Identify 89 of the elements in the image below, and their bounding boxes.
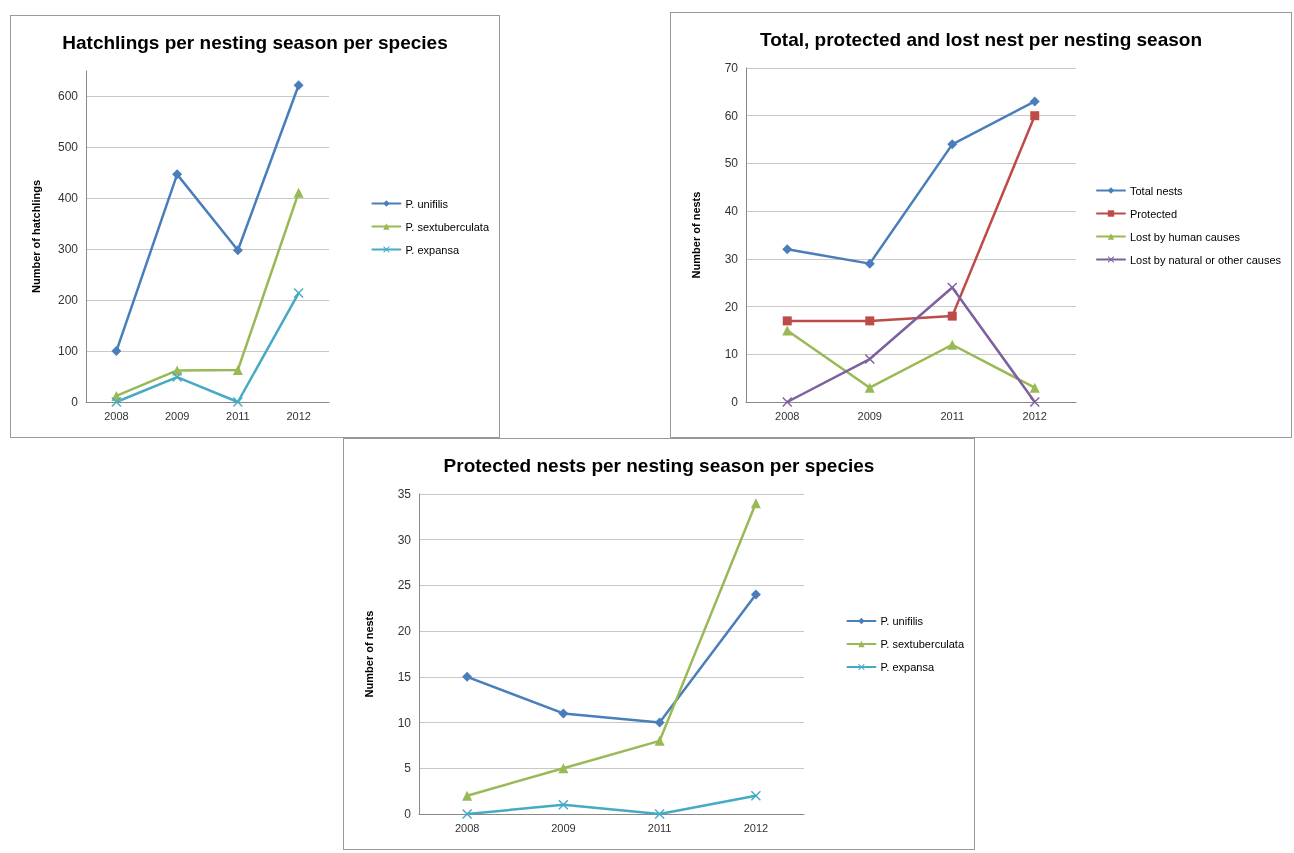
y-tick-label: 50 xyxy=(724,156,739,171)
y-tick-label: 35 xyxy=(397,487,412,501)
point xyxy=(782,244,793,255)
point xyxy=(750,498,761,509)
point xyxy=(232,397,243,407)
x-tick-label: 2009 xyxy=(551,821,576,834)
y-tick-label: 200 xyxy=(57,293,79,308)
point xyxy=(782,397,793,407)
x-tick-label: 2012 xyxy=(286,409,311,422)
point xyxy=(865,316,875,326)
chart-title: Total, protected and lost nest per nesting season xyxy=(759,29,1203,50)
point xyxy=(947,311,957,321)
y-axis-title: Number of nests xyxy=(689,191,702,279)
point xyxy=(864,354,875,365)
legend-label: Lost by human causes xyxy=(1129,230,1241,243)
point xyxy=(750,790,761,801)
point xyxy=(462,809,473,819)
point xyxy=(782,316,792,326)
y-tick-label: 0 xyxy=(404,807,412,821)
point xyxy=(1029,96,1040,107)
y-tick-label: 10 xyxy=(724,347,739,362)
point xyxy=(111,397,122,407)
point xyxy=(864,382,875,393)
y-tick-label: 0 xyxy=(71,395,79,409)
y-tick-label: 60 xyxy=(724,108,739,123)
y-tick-label: 30 xyxy=(724,251,739,266)
y-tick-label: 15 xyxy=(397,669,412,684)
x-tick-label: 2008 xyxy=(454,821,480,834)
legend-label: Total nests xyxy=(1129,184,1184,197)
point xyxy=(654,809,665,819)
legend-label: P. sextuberculata xyxy=(405,220,490,233)
y-tick-label: 100 xyxy=(57,344,79,359)
x-tick-label: 2011 xyxy=(647,821,672,834)
legend-label: P. expansa xyxy=(880,661,935,673)
y-tick-label: 20 xyxy=(724,299,739,314)
legend-label: P. unifilis xyxy=(405,197,449,210)
point xyxy=(864,258,875,269)
x-tick-label: 2009 xyxy=(164,409,190,422)
point xyxy=(782,325,793,336)
y-tick-label: 0 xyxy=(731,395,739,409)
point xyxy=(558,763,569,774)
point xyxy=(293,187,304,198)
x-tick-label: 2011 xyxy=(226,409,250,422)
point xyxy=(947,139,958,150)
y-axis-title: Number of nests xyxy=(362,610,375,698)
point xyxy=(232,364,243,375)
legend-label: Lost by natural or other causes xyxy=(1129,253,1282,266)
point xyxy=(172,372,183,383)
y-tick-label: 40 xyxy=(724,204,739,219)
x-tick-label: 2008 xyxy=(104,409,129,422)
legend-label: P. sextuberculata xyxy=(880,638,965,650)
point xyxy=(111,346,122,357)
y-tick-label: 25 xyxy=(397,578,412,593)
y-axis-title: Number of hatchlings xyxy=(29,179,42,294)
x-tick-label: 2012 xyxy=(1022,409,1047,422)
x-tick-label: 2012 xyxy=(743,821,769,834)
point xyxy=(293,288,304,299)
point xyxy=(462,790,473,801)
point xyxy=(1030,111,1040,121)
y-tick-label: 10 xyxy=(397,715,412,730)
chart-title: Protected nests per nesting season per species xyxy=(443,455,875,476)
y-tick-label: 70 xyxy=(724,61,739,75)
x-tick-label: 2011 xyxy=(940,409,965,422)
point xyxy=(232,245,243,256)
point xyxy=(654,717,665,728)
y-tick-label: 400 xyxy=(57,191,79,206)
chart-title: Hatchlings per nesting season per species xyxy=(62,32,448,53)
point xyxy=(1029,397,1040,407)
x-tick-label: 2009 xyxy=(857,409,882,422)
y-tick-label: 300 xyxy=(57,242,79,257)
point xyxy=(558,799,569,810)
legend-label: Protected xyxy=(1129,207,1178,220)
point xyxy=(172,169,183,180)
point xyxy=(462,671,473,682)
y-tick-label: 20 xyxy=(397,624,412,639)
point xyxy=(293,80,304,91)
point xyxy=(947,282,958,293)
point xyxy=(750,589,761,600)
legend-label: P. expansa xyxy=(405,243,460,256)
x-tick-label: 2008 xyxy=(775,409,800,422)
y-tick-label: 500 xyxy=(57,140,79,155)
point xyxy=(1029,382,1040,393)
y-tick-label: 600 xyxy=(57,89,79,104)
legend-label: P. unifilis xyxy=(880,615,924,627)
point xyxy=(654,735,665,746)
point xyxy=(947,339,958,350)
y-tick-label: 5 xyxy=(404,761,412,776)
point xyxy=(558,708,569,719)
y-tick-label: 30 xyxy=(397,532,412,547)
